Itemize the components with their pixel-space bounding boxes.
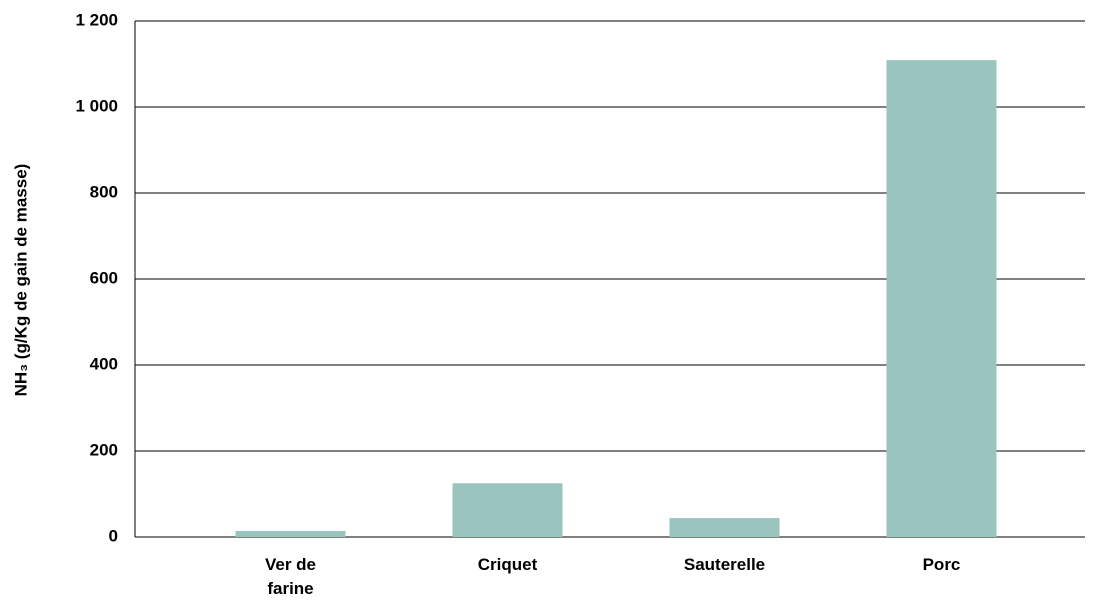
y-axis-label: NH₃ (g/Kg de gain de masse) bbox=[11, 164, 30, 397]
x-tick-label: Porc bbox=[922, 555, 961, 574]
bar bbox=[235, 530, 346, 537]
y-tick-label: 800 bbox=[90, 182, 118, 201]
bar bbox=[669, 518, 780, 537]
bar bbox=[452, 483, 563, 537]
y-tick-label: 400 bbox=[90, 354, 118, 373]
bar bbox=[886, 60, 997, 537]
x-tick-label: Criquet bbox=[477, 555, 538, 574]
x-tick-label: Ver de farine bbox=[264, 555, 317, 598]
y-tick-label: 1 200 bbox=[75, 10, 118, 29]
y-tick-label: 200 bbox=[90, 440, 118, 459]
y-tick-label: 1 000 bbox=[75, 96, 118, 115]
y-tick-label: 600 bbox=[90, 268, 118, 287]
y-tick-label: 0 bbox=[109, 526, 118, 545]
x-tick-label: Sauterelle bbox=[683, 555, 766, 574]
